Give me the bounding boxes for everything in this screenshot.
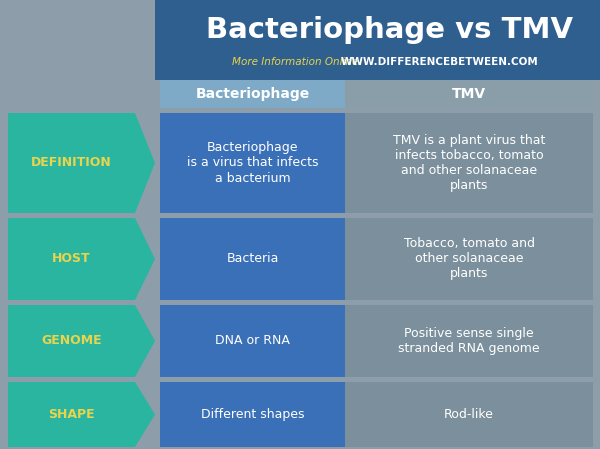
Text: Bacteriophage: Bacteriophage xyxy=(196,87,310,101)
Bar xyxy=(345,80,593,108)
Bar xyxy=(345,382,593,447)
Text: TMV is a plant virus that
infects tobacco, tomato
and other solanaceae
plants: TMV is a plant virus that infects tobacc… xyxy=(393,134,545,192)
Text: WWW.DIFFERENCEBETWEEN.COM: WWW.DIFFERENCEBETWEEN.COM xyxy=(341,57,539,67)
Bar xyxy=(160,305,345,377)
Bar xyxy=(160,218,345,300)
Bar xyxy=(345,218,593,300)
Text: DEFINITION: DEFINITION xyxy=(31,157,112,170)
Text: SHAPE: SHAPE xyxy=(48,408,95,421)
Text: Different shapes: Different shapes xyxy=(201,408,304,421)
Text: More Information Online: More Information Online xyxy=(232,57,358,67)
Bar xyxy=(160,80,345,108)
Bar xyxy=(160,382,345,447)
Text: GENOME: GENOME xyxy=(41,335,102,348)
Text: DNA or RNA: DNA or RNA xyxy=(215,335,290,348)
Bar xyxy=(155,0,600,80)
Bar xyxy=(160,113,345,213)
Bar xyxy=(345,113,593,213)
Text: Bacteriophage vs TMV: Bacteriophage vs TMV xyxy=(206,16,574,44)
Text: TMV: TMV xyxy=(452,87,486,101)
Polygon shape xyxy=(8,382,155,447)
Text: Bacteria: Bacteria xyxy=(226,252,278,265)
Polygon shape xyxy=(8,113,155,213)
Text: Rod-like: Rod-like xyxy=(444,408,494,421)
Text: HOST: HOST xyxy=(52,252,91,265)
Polygon shape xyxy=(8,218,155,300)
Text: Positive sense single
stranded RNA genome: Positive sense single stranded RNA genom… xyxy=(398,327,540,355)
Text: Tobacco, tomato and
other solanaceae
plants: Tobacco, tomato and other solanaceae pla… xyxy=(404,238,535,281)
Bar xyxy=(345,305,593,377)
Text: Bacteriophage
is a virus that infects
a bacterium: Bacteriophage is a virus that infects a … xyxy=(187,141,318,185)
Polygon shape xyxy=(8,305,155,377)
